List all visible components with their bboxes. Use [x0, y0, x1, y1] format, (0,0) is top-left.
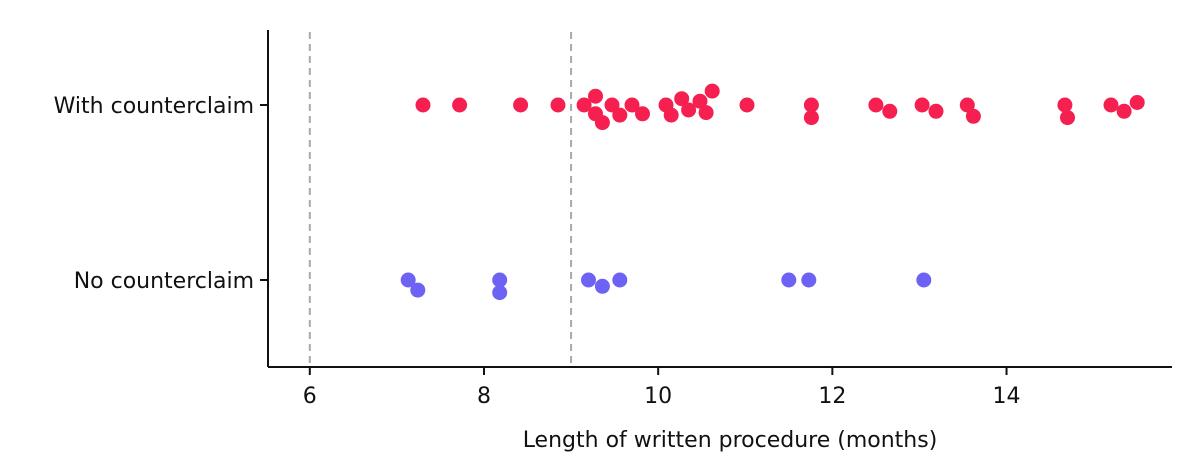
- data-point: [663, 107, 679, 123]
- data-point: [803, 97, 819, 113]
- data-point: [674, 91, 690, 107]
- data-points: [400, 83, 1145, 301]
- x-axis-title: Length of written procedure (months): [523, 428, 938, 453]
- data-point: [588, 88, 603, 104]
- reference-lines: [308, 32, 573, 367]
- data-point: [452, 97, 468, 113]
- data-point: [1103, 97, 1119, 113]
- data-point: [1060, 110, 1075, 126]
- y-tick-label: With counterclaim: [54, 94, 254, 119]
- data-point: [594, 278, 610, 294]
- x-tick-label: 8: [477, 384, 491, 409]
- data-point: [928, 103, 944, 119]
- data-point: [410, 282, 426, 298]
- data-point: [415, 97, 431, 113]
- data-point: [803, 110, 819, 126]
- data-point: [550, 97, 566, 113]
- x-tick-label: 12: [818, 384, 846, 409]
- data-point: [692, 93, 708, 109]
- data-point: [624, 97, 640, 113]
- data-point: [604, 97, 620, 113]
- data-point: [801, 272, 817, 288]
- data-point: [612, 272, 628, 288]
- data-point: [1129, 95, 1145, 110]
- y-axis-ticks: With counterclaim No counterclaim: [54, 94, 268, 294]
- data-point: [576, 97, 592, 113]
- data-point: [698, 105, 714, 121]
- data-point: [594, 115, 610, 131]
- data-point: [612, 107, 628, 123]
- data-point: [965, 108, 981, 124]
- data-point: [492, 272, 508, 288]
- data-point: [635, 106, 650, 122]
- data-point: [781, 272, 797, 288]
- data-point: [581, 272, 596, 288]
- data-point: [1057, 97, 1073, 113]
- data-point: [739, 97, 755, 113]
- data-point: [914, 97, 930, 113]
- y-tick-label: No counterclaim: [74, 269, 254, 294]
- data-point: [704, 83, 720, 99]
- x-axis-ticks: 6 8 10 12 14: [303, 367, 1021, 409]
- data-point: [916, 272, 932, 288]
- data-point: [1116, 103, 1132, 119]
- data-point: [882, 103, 898, 119]
- data-point: [959, 97, 975, 113]
- data-point: [513, 97, 529, 113]
- data-point: [492, 285, 508, 301]
- x-tick-label: 10: [644, 384, 672, 409]
- data-point: [868, 97, 884, 113]
- data-point: [681, 102, 697, 118]
- x-tick-label: 6: [303, 384, 317, 409]
- x-tick-label: 14: [993, 384, 1021, 409]
- data-point: [400, 272, 416, 288]
